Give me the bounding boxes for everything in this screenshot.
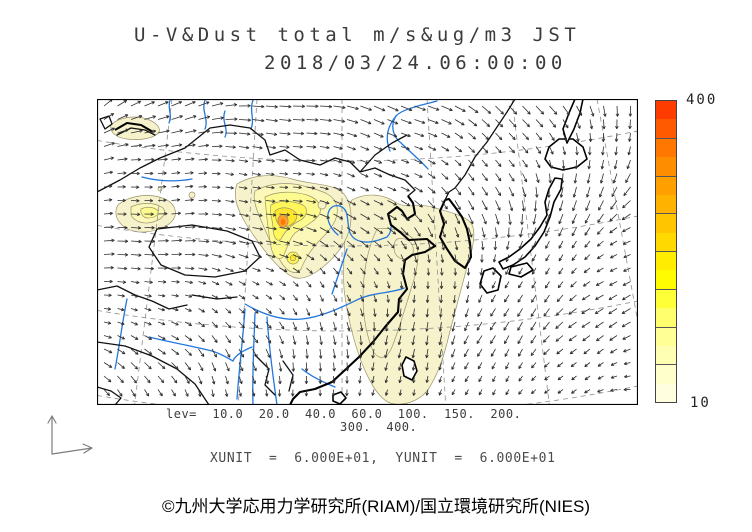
border-tibet bbox=[148, 224, 261, 278]
colorbar-max-label: 400 bbox=[686, 92, 718, 108]
contour-levels-line1: lev= 10.0 20.0 40.0 60.0 100. 150. 200. bbox=[166, 407, 522, 421]
border-indochina-1 bbox=[254, 354, 276, 396]
colorbar-segment bbox=[656, 251, 676, 271]
dust-core-center bbox=[280, 219, 286, 225]
river-wei bbox=[331, 248, 348, 295]
map-frame bbox=[97, 99, 638, 405]
river-amur bbox=[392, 100, 438, 170]
island-kyushu bbox=[479, 267, 502, 294]
border-indochina-2 bbox=[282, 360, 294, 392]
colorbar-segment bbox=[656, 194, 676, 214]
dust-secondary-peak-core bbox=[289, 254, 297, 262]
colorbar-segment bbox=[656, 157, 676, 176]
mountain-tienshan-1 bbox=[114, 121, 154, 133]
colorbar bbox=[655, 100, 677, 403]
river-siberia-4 bbox=[250, 99, 254, 130]
colorbar-segment bbox=[656, 326, 676, 346]
colorbar-segment bbox=[656, 270, 676, 289]
colorbar-segment bbox=[656, 308, 676, 327]
river-yangtze bbox=[244, 287, 405, 320]
river-siberia-2 bbox=[203, 99, 207, 130]
x-axis-arrow bbox=[51, 443, 93, 455]
plot-title: U-V&Dust total m/s&ug/m3 JST bbox=[134, 24, 581, 46]
colorbar-min-label: 10 bbox=[690, 395, 711, 411]
border-ne-branch bbox=[359, 134, 408, 173]
reference-axes bbox=[47, 415, 93, 455]
dust-speck-2 bbox=[188, 191, 196, 199]
coast-bottom-left bbox=[97, 386, 122, 405]
island-hainan bbox=[332, 391, 347, 405]
river-ganges bbox=[148, 336, 234, 362]
island-taiwan bbox=[401, 356, 418, 381]
island-honshu bbox=[498, 177, 563, 270]
river-pearl bbox=[301, 368, 336, 388]
lake-balkhash bbox=[99, 115, 113, 130]
coast-primorye bbox=[444, 99, 516, 201]
colorbar-segment bbox=[656, 119, 676, 138]
colorbar-segment bbox=[656, 213, 676, 233]
mountain-tienshan-2 bbox=[116, 127, 156, 136]
river-tarim bbox=[141, 176, 193, 182]
river-indus bbox=[114, 298, 128, 370]
river-brahmaputra bbox=[232, 346, 253, 362]
colorbar-segment bbox=[656, 345, 676, 365]
colorbar-segment bbox=[656, 137, 676, 158]
colorbar-segment bbox=[656, 383, 676, 402]
coast-india bbox=[97, 341, 210, 405]
colorbar-segment bbox=[656, 175, 676, 195]
island-sakhalin bbox=[562, 99, 584, 144]
river-siberia-1 bbox=[168, 99, 172, 124]
colorbar-segment bbox=[656, 364, 676, 384]
map-canvas bbox=[97, 99, 638, 405]
border-inner-asia bbox=[97, 124, 416, 197]
coast-korea bbox=[438, 197, 473, 270]
dust-area-east-china-sea bbox=[343, 194, 475, 405]
river-red bbox=[266, 316, 278, 405]
river-salween bbox=[252, 312, 256, 405]
river-siberia-3 bbox=[223, 110, 227, 138]
river-mekong bbox=[236, 308, 246, 400]
y-axis-arrow bbox=[47, 415, 57, 455]
contour-levels-line2: 300. 400. bbox=[340, 420, 418, 434]
dust-area-west-blob-core bbox=[140, 206, 159, 219]
plot-datetime: 2018/03/24.06:00:00 bbox=[264, 52, 567, 74]
colorbar-segment bbox=[656, 288, 676, 309]
wind-vectors bbox=[103, 99, 633, 397]
border-himalaya bbox=[97, 285, 188, 310]
colorbar-segment bbox=[656, 232, 676, 251]
copyright-text: ©九州大学応用力学研究所(RIAM)/国立環境研究所(NIES) bbox=[161, 497, 591, 516]
coast-china-bohai bbox=[289, 195, 437, 405]
vector-unit-label: XUNIT = 6.000E+01, YUNIT = 6.000E+01 bbox=[210, 451, 556, 466]
colorbar-segment bbox=[656, 101, 676, 120]
